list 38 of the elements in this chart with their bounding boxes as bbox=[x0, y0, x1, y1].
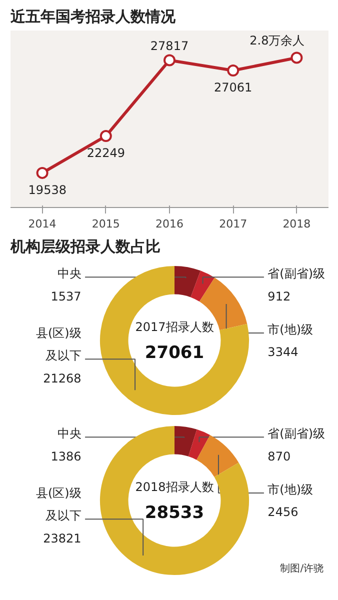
slice-label: 县(区)级及以下 bbox=[36, 326, 82, 362]
data-label: 2456 bbox=[268, 505, 298, 520]
slice-label: 中央 bbox=[57, 266, 82, 280]
slice-label: 省(副省)级 bbox=[268, 266, 326, 280]
point bbox=[36, 166, 48, 179]
data-label: 27817 bbox=[150, 39, 189, 54]
chart-title: 机构层级招录人数占比 bbox=[10, 238, 160, 256]
data-label: 19538 bbox=[28, 182, 66, 197]
x-tick-label: 2015 bbox=[92, 218, 120, 230]
point bbox=[164, 54, 176, 66]
slice-label: 省(副省)级 bbox=[268, 426, 326, 440]
chart-title: 近五年国考招录人数情况 bbox=[10, 8, 176, 26]
data-label: 870 bbox=[268, 449, 291, 464]
slice-label: 市(地)级 bbox=[268, 322, 314, 336]
data-label: 3344 bbox=[268, 345, 298, 360]
point bbox=[100, 130, 112, 142]
x-tick-label: 2014 bbox=[28, 218, 56, 230]
data-label: 1537 bbox=[50, 289, 82, 304]
text: 28533 bbox=[144, 503, 204, 524]
slice-label: 市(地)级 bbox=[268, 482, 314, 496]
annotation: 2.8万余人 bbox=[250, 34, 305, 48]
point bbox=[290, 52, 303, 64]
slice-label: 中央 bbox=[57, 426, 82, 440]
data-label: 23821 bbox=[43, 531, 82, 546]
data-label: 27061 bbox=[214, 80, 252, 95]
point bbox=[227, 64, 240, 77]
data-label: 1386 bbox=[50, 449, 82, 464]
text: 制图/许骁 bbox=[280, 562, 324, 575]
data-label: 912 bbox=[268, 289, 291, 304]
text: 2018招录人数 bbox=[135, 480, 214, 494]
x-tick-label: 2018 bbox=[282, 218, 311, 230]
slice-label: 县(区)级及以下 bbox=[36, 486, 82, 522]
x-tick-label: 2016 bbox=[156, 218, 184, 230]
x-tick-label: 2017 bbox=[219, 218, 248, 230]
data-label: 21268 bbox=[43, 371, 82, 386]
text: 2017招录人数 bbox=[135, 320, 214, 334]
text: 27061 bbox=[144, 343, 204, 364]
data-label: 22249 bbox=[86, 146, 125, 160]
